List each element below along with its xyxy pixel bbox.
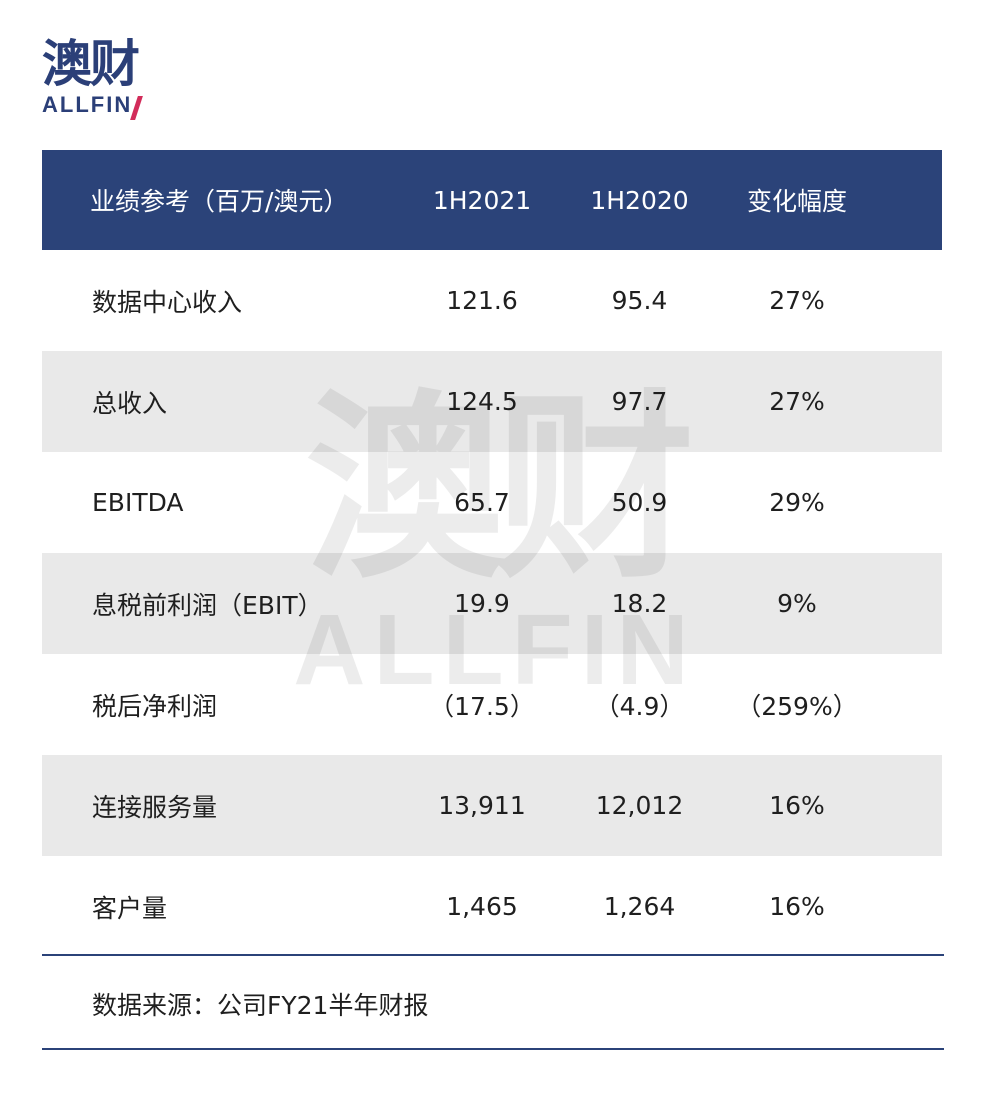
cell-1h2021: 1,465 xyxy=(446,892,518,921)
cell-1h2020: 1,264 xyxy=(603,892,676,921)
header-metric: 业绩参考（百万/澳元） xyxy=(90,187,349,216)
row-label: 税后净利润 xyxy=(92,691,218,721)
row-label: 息税前利润（EBIT） xyxy=(92,590,323,620)
row-label: 客户量 xyxy=(92,893,168,923)
logo-english: ALLFIN xyxy=(42,92,133,117)
financial-table: 业绩参考（百万/澳元） 1H2021 1H2020 变化幅度 数据中心收入 12… xyxy=(42,150,942,957)
cell-1h2020: （4.9） xyxy=(594,691,685,721)
table-row: 息税前利润（EBIT） 19.9 18.2 9% xyxy=(42,553,942,654)
cell-1h2020: 97.7 xyxy=(611,387,668,416)
table-header-row: 业绩参考（百万/澳元） 1H2021 1H2020 变化幅度 xyxy=(42,150,942,250)
cell-1h2021: （17.5） xyxy=(429,691,535,721)
row-label: 连接服务量 xyxy=(92,792,218,822)
logo: 澳财 ALLFIN xyxy=(42,35,152,120)
header-1h2021: 1H2021 xyxy=(432,185,532,215)
row-label: 数据中心收入 xyxy=(92,287,243,317)
cell-change: （259%） xyxy=(736,691,858,721)
table-row: 连接服务量 13,911 12,012 16% xyxy=(42,755,942,856)
table-row: 数据中心收入 121.6 95.4 27% xyxy=(42,250,942,351)
divider-top xyxy=(42,954,944,956)
cell-1h2020: 12,012 xyxy=(595,791,684,820)
cell-1h2021: 121.6 xyxy=(446,286,518,315)
cell-change: 16% xyxy=(769,892,825,921)
divider-bottom xyxy=(42,1048,944,1050)
cell-1h2020: 95.4 xyxy=(611,286,668,315)
cell-change: 16% xyxy=(769,791,825,820)
source-note: 数据来源：公司FY21半年财报 xyxy=(92,991,429,1020)
row-label: 总收入 xyxy=(92,388,168,418)
header-1h2020: 1H2020 xyxy=(590,185,689,215)
cell-change: 27% xyxy=(769,387,825,416)
table-row: EBITDA 65.7 50.9 29% xyxy=(42,452,942,553)
cell-1h2020: 18.2 xyxy=(611,589,668,618)
cell-change: 27% xyxy=(769,286,825,315)
logo-chinese: 澳财 xyxy=(42,35,140,93)
cell-1h2021: 19.9 xyxy=(454,589,510,618)
cell-1h2021: 65.7 xyxy=(454,488,510,517)
cell-1h2021: 13,911 xyxy=(438,791,526,820)
table-row: 税后净利润 （17.5） （4.9） （259%） xyxy=(42,654,942,755)
table-row: 客户量 1,465 1,264 16% xyxy=(42,856,942,957)
cell-change: 9% xyxy=(777,589,817,618)
cell-1h2021: 124.5 xyxy=(446,387,518,416)
cell-1h2020: 50.9 xyxy=(611,488,668,517)
cell-change: 29% xyxy=(769,488,825,517)
row-label: EBITDA xyxy=(92,488,184,517)
header-change: 变化幅度 xyxy=(746,187,847,216)
table-row: 总收入 124.5 97.7 27% xyxy=(42,351,942,452)
